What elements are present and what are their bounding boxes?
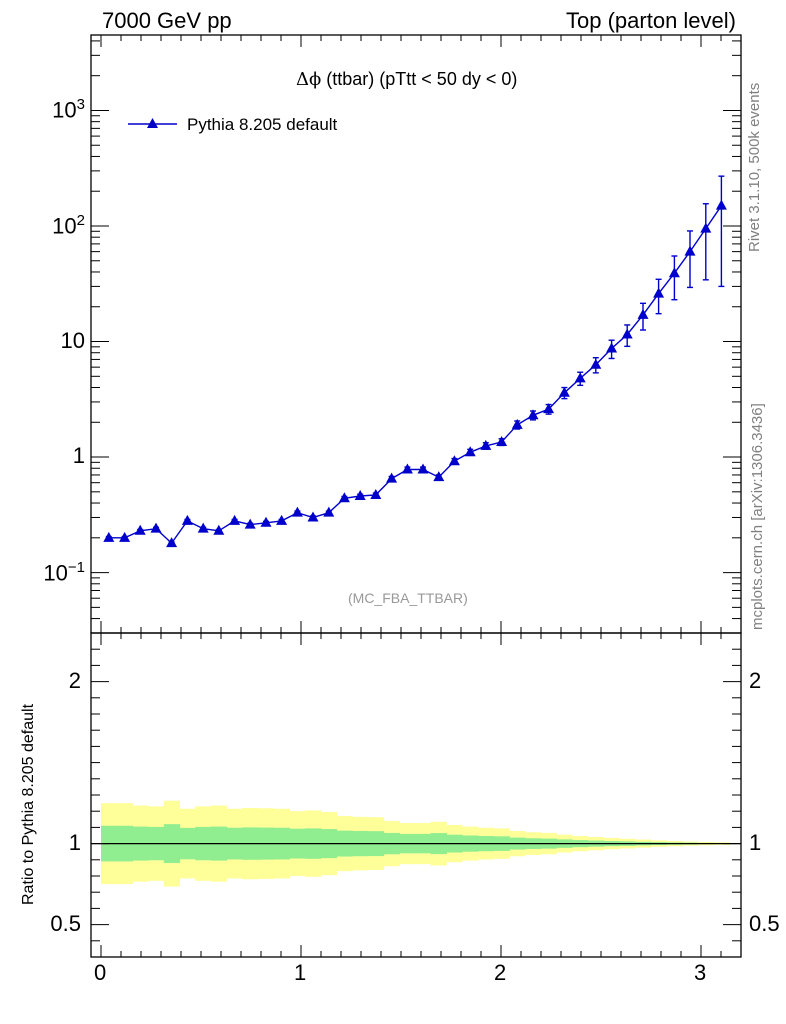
header-process-label: Top (parton level) xyxy=(566,8,736,33)
y-tick-label: 102 xyxy=(52,212,85,239)
data-point-marker xyxy=(291,506,303,517)
data-point-marker xyxy=(134,524,146,535)
data-point-marker xyxy=(338,492,350,503)
data-point-marker xyxy=(511,418,523,429)
data-point-marker xyxy=(370,488,382,499)
data-point-marker xyxy=(621,328,633,339)
data-point-marker xyxy=(574,372,586,383)
ratio-frame xyxy=(90,632,742,958)
data-point-marker xyxy=(496,436,508,447)
data-point-marker xyxy=(401,463,413,474)
x-tick-label: 2 xyxy=(494,960,507,985)
legend xyxy=(128,118,177,128)
data-point-marker xyxy=(606,342,618,353)
y-tick-base: 10 xyxy=(52,97,77,123)
data-point-marker xyxy=(150,522,162,533)
data-point-marker xyxy=(527,409,539,420)
axes xyxy=(90,34,742,958)
rivet-version-label: Rivet 3.1.10, 500k events xyxy=(746,82,763,252)
ratio-y-tick-label-right: 0.5 xyxy=(749,910,780,936)
data-point-marker xyxy=(354,490,366,501)
data-point-marker xyxy=(448,455,460,466)
main-series xyxy=(103,175,727,548)
data-point-marker xyxy=(464,446,476,457)
data-point-marker xyxy=(323,506,335,517)
data-point-marker xyxy=(684,245,696,256)
data-point-marker xyxy=(543,403,555,414)
y-tick-label: 10 xyxy=(61,328,85,354)
legend-marker xyxy=(147,118,158,128)
y-tick-label: 1 xyxy=(73,443,85,469)
x-tick-label: 1 xyxy=(294,960,307,985)
data-point-marker xyxy=(229,514,241,525)
data-point-marker xyxy=(307,511,319,522)
y-tick-label: 103 xyxy=(52,96,85,123)
ratio-y-tick-label: 0.5 xyxy=(50,910,81,936)
data-point-marker xyxy=(590,358,602,369)
ratio-y-tick-label-right: 2 xyxy=(749,667,762,693)
data-point-marker xyxy=(166,537,178,548)
y-tick-base: 1 xyxy=(72,443,85,469)
data-point-marker xyxy=(213,524,225,535)
data-point-marker xyxy=(386,472,398,483)
analysis-tag: (MC_FBA_TTBAR) xyxy=(348,590,468,606)
data-point-marker xyxy=(700,222,712,233)
data-point-marker xyxy=(119,531,131,542)
y-tick-label: 10−1 xyxy=(43,559,85,586)
data-point-marker xyxy=(715,199,727,210)
ratio-y-tick-label: 2 xyxy=(68,667,81,693)
data-point-marker xyxy=(260,516,272,527)
data-point-marker xyxy=(244,518,256,529)
y-tick-exponent: 2 xyxy=(76,211,85,229)
series-line xyxy=(108,205,722,545)
x-tick-label: 0 xyxy=(94,960,107,985)
y-tick-exponent: −1 xyxy=(67,558,85,576)
header-energy-label: 7000 GeV pp xyxy=(102,8,232,33)
y-tick-base: 10 xyxy=(43,559,68,585)
mcplots-label: mcplots.cern.ch [arXiv:1306.3436] xyxy=(749,403,766,630)
ratio-ylabel: Ratio to Pythia 8.205 default xyxy=(20,703,37,905)
data-point-marker xyxy=(637,308,649,319)
data-point-marker xyxy=(276,514,288,525)
x-tick-label: 3 xyxy=(694,960,707,985)
data-point-marker xyxy=(653,287,665,298)
data-point-marker xyxy=(668,267,680,278)
plot-title-text: (ttbar) (pTtt < 50 dy < 0) xyxy=(321,69,518,89)
data-point-marker xyxy=(103,531,115,542)
ratio-y-tick-label-right: 1 xyxy=(749,829,762,855)
y-tick-exponent: 3 xyxy=(76,96,85,114)
ratio-y-tick-label: 1 xyxy=(68,829,81,855)
plot-title-symbol: Δϕ xyxy=(296,69,322,90)
y-tick-base: 10 xyxy=(52,213,77,239)
y-tick-base: 10 xyxy=(60,327,85,353)
data-point-marker xyxy=(558,386,570,397)
legend-label: Pythia 8.205 default xyxy=(187,115,338,134)
plot-title: Δϕ (ttbar) (pTtt < 50 dy < 0) xyxy=(296,69,517,90)
data-point-marker xyxy=(480,439,492,450)
data-point-marker xyxy=(197,522,209,533)
ratio-bands xyxy=(91,800,741,887)
data-point-marker xyxy=(417,463,429,474)
data-point-marker xyxy=(433,471,445,482)
data-point-marker xyxy=(181,514,193,525)
